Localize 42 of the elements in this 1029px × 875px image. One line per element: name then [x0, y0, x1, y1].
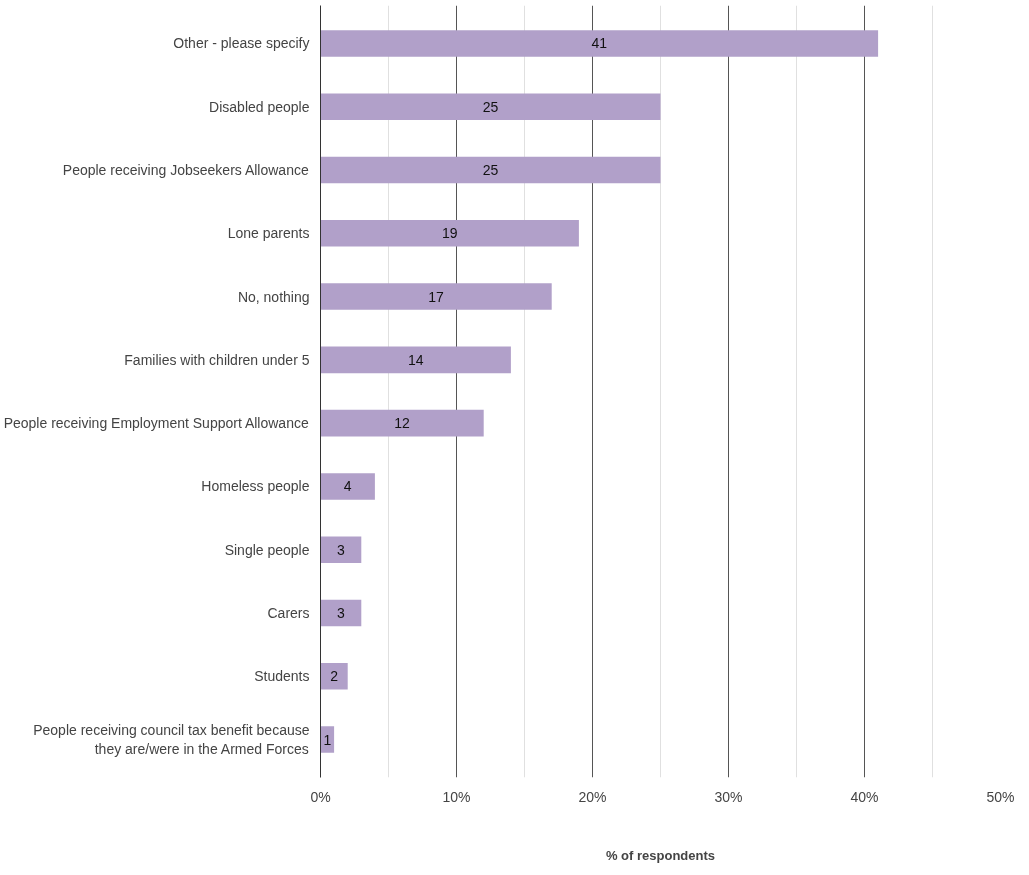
data-label: 1 [323, 731, 332, 748]
bar [320, 473, 375, 500]
x-tick-label: 50% [986, 788, 1015, 805]
y-tick-label: Families with children under 5 [124, 351, 310, 368]
bar [320, 30, 879, 57]
bar [320, 156, 661, 184]
y-tick-label: Lone parents [227, 225, 310, 242]
x-tick-label: 30% [714, 788, 743, 805]
data-label: 3 [337, 541, 346, 558]
data-label: 25 [482, 162, 499, 179]
x-tick-label: 40% [850, 788, 879, 805]
y-tick-label: Homeless people [201, 478, 310, 495]
bar [320, 220, 579, 247]
y-tick-label: Single people [224, 541, 310, 558]
bar [320, 346, 511, 374]
y-tick-label: People receiving Employment Support Allowance [3, 415, 309, 432]
bar [320, 599, 362, 627]
data-label: 41 [591, 35, 608, 52]
x-tick-label: 20% [578, 788, 607, 805]
bar [320, 409, 484, 437]
y-tick-label: Carers [267, 604, 310, 621]
data-label: 14 [407, 351, 424, 368]
bar [320, 283, 552, 310]
x-tick-label: 0% [310, 788, 331, 805]
bar [320, 93, 661, 121]
y-tick-label: People receiving council tax benefit because they are/were in the Armed Forces [33, 721, 310, 758]
data-label: 4 [343, 478, 352, 495]
data-label: 25 [482, 98, 499, 115]
y-tick-label: Other - please specify [173, 35, 310, 52]
y-tick-label: People receiving Jobseekers Allowance [62, 162, 309, 179]
data-label: 19 [441, 225, 458, 242]
y-tick-label: Students [254, 668, 310, 685]
bar [320, 662, 348, 690]
bar [320, 536, 362, 563]
data-label: 2 [330, 668, 339, 685]
data-label: 12 [394, 415, 411, 432]
data-label: 3 [337, 604, 346, 621]
x-tick-label: 10% [442, 788, 471, 805]
data-label: 17 [428, 288, 445, 305]
y-tick-label: No, nothing [237, 288, 310, 305]
x-axis-title: % of respondents [605, 847, 716, 863]
y-tick-label: Disabled people [209, 98, 310, 115]
